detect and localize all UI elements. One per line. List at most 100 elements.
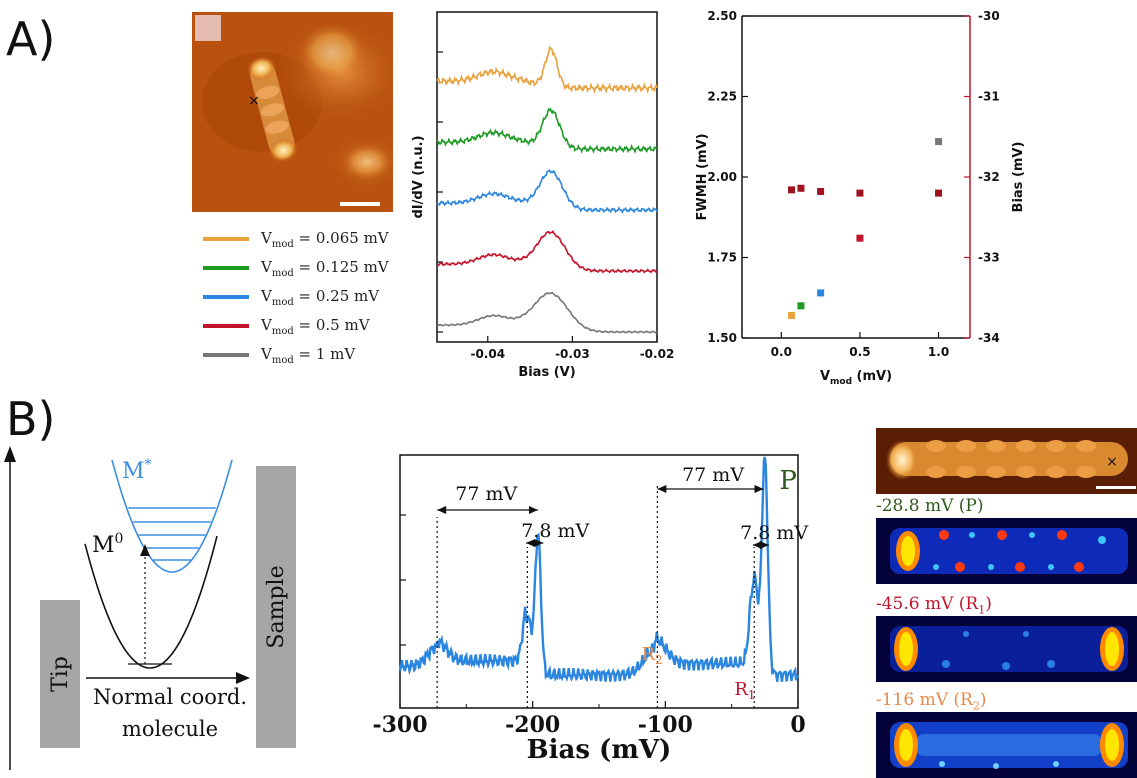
svg-text:×: × — [248, 93, 260, 109]
series-line — [437, 291, 658, 334]
y-axis-label-left: FWMH (mV) — [695, 133, 710, 220]
molecule-topography-image: × — [876, 428, 1137, 494]
sample-block — [256, 466, 296, 748]
x-axis-label: Vmod (mV) — [820, 369, 892, 387]
fwhm-point — [817, 289, 825, 297]
ground-state-curve — [84, 535, 218, 669]
stm-topography-image: × — [192, 12, 393, 212]
didv-map-p — [876, 518, 1137, 584]
fwhm-point — [856, 234, 864, 242]
split-label-right: 7.8 mV — [740, 522, 808, 544]
x-tick-label: -300 — [372, 712, 427, 738]
map-label-r2: -116 mV (R2) — [876, 690, 987, 713]
fwhm-bias-chart: 0.0 0.5 1.0 1.50 1.75 2.00 2.25 2.50 -34 -33 -32 -3… — [695, 9, 1026, 387]
bias-point — [788, 186, 796, 194]
panel-b-label: B) — [6, 392, 56, 446]
fwhm-point — [788, 311, 796, 319]
legend-item: Vmod = 0.5 mV — [203, 313, 370, 339]
gap-arrow-right-left-head-icon — [657, 485, 667, 493]
bias-point — [935, 189, 943, 197]
y-tick-label-left: 1.50 — [707, 331, 737, 345]
x-tick-label: -0.02 — [640, 347, 675, 361]
map-label-r1: -45.6 mV (R1) — [876, 594, 992, 617]
spectrum-line — [398, 456, 800, 683]
series-line — [436, 229, 658, 274]
legend-swatch — [203, 324, 249, 328]
y-tick-label-right: -30 — [978, 9, 1000, 23]
legend-item: Vmod = 0.065 mV — [203, 226, 389, 252]
gap-arrow-left-left-head-icon — [437, 506, 447, 514]
energy-level-diagram: Tip Sample M* M0 Normal coord. molecule — [4, 446, 296, 770]
legend-label: Vmod = 1 mV — [261, 344, 356, 366]
y-tick-label-left: 1.75 — [707, 251, 737, 265]
gap-arrow-right-right-head-icon — [754, 485, 764, 493]
x-tick-label: -200 — [505, 712, 560, 738]
x-axis-label: Bias (mV) — [527, 735, 672, 765]
x-tick-label: 1.0 — [928, 345, 949, 359]
bias-point — [817, 187, 825, 195]
legend-label: Vmod = 0.125 mV — [261, 257, 389, 279]
sample-label: Sample — [264, 565, 289, 648]
legend-label: Vmod = 0.065 mV — [261, 228, 389, 250]
legend-item: Vmod = 0.125 mV — [203, 255, 389, 281]
bias-point — [797, 184, 805, 192]
gap-label-right: 77 mV — [682, 464, 744, 486]
svg-text:×: × — [1106, 454, 1118, 470]
y-tick-label-right: -31 — [978, 90, 1000, 104]
energy-axis-arrow-icon — [4, 446, 16, 462]
split-label-left: 7.8 mV — [521, 520, 589, 542]
peak-label-p: P — [779, 466, 797, 496]
fwhm-point — [797, 302, 805, 310]
gap-arrow-left-right-head-icon — [528, 506, 538, 514]
split-arrow-right-right-head-icon — [759, 541, 769, 549]
legend-label: Vmod = 0.25 mV — [261, 286, 380, 308]
excitation-arrow-head-icon — [140, 544, 150, 556]
fwhm-point — [935, 138, 943, 146]
bias-point — [856, 189, 864, 197]
x-tick-label: -0.03 — [555, 347, 590, 361]
excited-state-label: M* — [122, 457, 152, 484]
legend-label: Vmod = 0.5 mV — [261, 315, 370, 337]
normal-coord-arrow-icon — [236, 672, 250, 684]
ground-state-label: M0 — [92, 531, 123, 558]
series-line — [436, 107, 658, 155]
split-arrow-left-left-head-icon — [526, 539, 536, 547]
legend-item: Vmod = 1 mV — [203, 342, 355, 368]
x-tick-label: 0 — [790, 712, 805, 738]
split-arrow-left-right-head-icon — [534, 539, 544, 547]
y-tick-label-right: -34 — [978, 331, 1000, 345]
didv-map-r2 — [876, 712, 1137, 778]
didv-map-r1 — [876, 616, 1137, 682]
gap-label-left: 77 mV — [455, 483, 517, 505]
x-tick-label: 0.5 — [849, 345, 870, 359]
x-axis-label: Bias (V) — [518, 365, 575, 380]
x-tick-label: 0.0 — [771, 345, 792, 359]
legend-swatch — [203, 266, 249, 270]
normal-coord-label: Normal coord. — [93, 685, 247, 709]
tip-label: Tip — [48, 656, 73, 692]
y-tick-label-left: 2.50 — [707, 9, 737, 23]
y-tick-label-right: -32 — [978, 170, 1000, 184]
map-label-p: -28.8 mV (P) — [876, 496, 984, 516]
peak-label-r2: R2 — [641, 644, 662, 667]
y-tick-label-left: 2.25 — [707, 90, 737, 104]
split-arrow-right-left-head-icon — [752, 541, 762, 549]
legend-item: Vmod = 0.25 mV — [203, 284, 379, 310]
series-line — [436, 168, 658, 214]
y-tick-label-right: -33 — [978, 251, 1000, 265]
panel-a-label: A) — [6, 12, 56, 66]
tip-block — [40, 600, 80, 748]
plot-frame — [436, 11, 658, 343]
excited-state-curve — [111, 459, 233, 573]
x-tick-label: -100 — [638, 712, 693, 738]
legend-swatch — [203, 353, 249, 357]
y-axis-label-right: Bias (mV) — [1011, 142, 1026, 213]
peak-label-r1: R1 — [734, 679, 755, 702]
series-line — [436, 45, 658, 95]
legend-swatch — [203, 237, 249, 241]
x-tick-label: -0.04 — [470, 347, 505, 361]
molecule-label: molecule — [122, 717, 218, 741]
y-tick-label-left: 2.00 — [707, 170, 737, 184]
y-axis-label: dI/dV (n.u.) — [411, 135, 426, 218]
